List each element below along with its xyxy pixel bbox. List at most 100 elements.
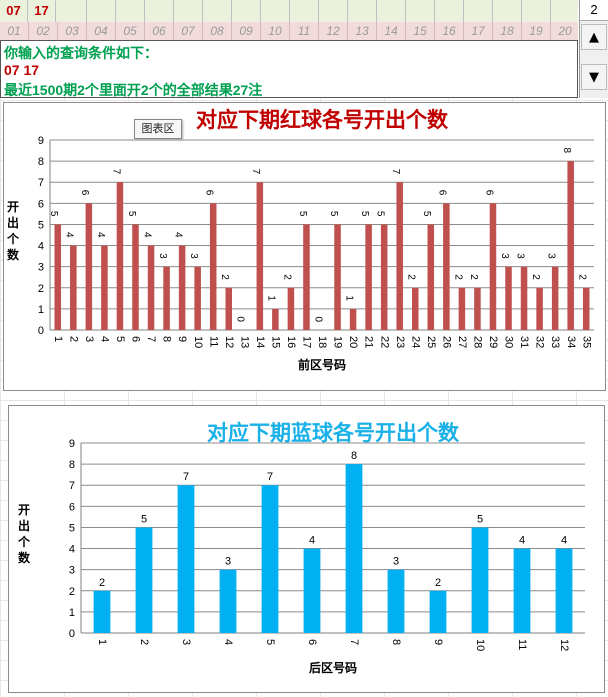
data-label: 5 [421,211,432,217]
header-number-cell: 03 [58,22,87,40]
selection-cell[interactable] [290,0,319,22]
selection-cell[interactable] [464,0,493,22]
bar [427,224,435,330]
x-tick-label: 18 [316,336,328,348]
data-label: 3 [393,556,399,568]
bar [555,548,573,633]
header-number-cell: 08 [203,22,232,40]
header-number-cell: 14 [377,22,406,40]
y-axis-label-char: 出 [7,215,19,230]
bar [261,485,279,633]
x-tick-label: 35 [580,336,592,348]
x-tick-label: 7 [145,336,157,342]
selection-cell[interactable] [261,0,290,22]
data-label: 3 [188,253,199,259]
header-number-cell: 07 [174,22,203,40]
selection-cell[interactable] [435,0,464,22]
bar [54,224,62,330]
bar [489,203,497,330]
y-tick-label: 1 [69,607,75,619]
y-tick-label: 1 [38,304,44,316]
scroll-down-button[interactable]: ▼ [581,64,607,90]
selection-cell[interactable] [348,0,377,22]
data-label: 5 [48,211,59,217]
x-tick-label: 1 [96,639,108,645]
data-label: 4 [141,232,152,238]
bar [458,287,466,330]
data-label: 7 [250,169,261,175]
data-label: 3 [514,253,525,259]
spin-scrollbar[interactable]: 2 ▲ ▼ [579,0,608,98]
data-label: 6 [483,190,494,196]
x-tick-label: 17 [301,336,313,348]
x-tick-label: 9 [176,336,188,342]
x-tick-label: 9 [432,639,444,645]
scroll-up-button[interactable]: ▲ [581,24,607,50]
selection-cell[interactable] [174,0,203,22]
red-ball-chart-area[interactable]: 对应下期红球各号开出个数 0 1 2 3 4 5 6 7 8 9 开出个数 5 1 4 2 6 3 4 4 7 5 5 6 4 7… [3,102,606,391]
query-prompt: 你输入的查询条件如下： [4,45,158,61]
selected-number-cell[interactable]: 07 [0,0,28,22]
bar [536,287,543,330]
bar [387,569,405,633]
data-label: 2 [281,274,292,280]
x-tick-label: 11 [207,336,219,347]
data-label: 8 [561,148,572,154]
selection-cell[interactable] [551,0,580,22]
x-tick-label: 11 [516,639,528,650]
bar [272,308,279,330]
selection-cell[interactable] [493,0,522,22]
y-tick-label: 3 [69,565,75,577]
selection-cell[interactable] [377,0,406,22]
blue-ball-chart-area[interactable]: 对应下期蓝球各号开出个数 0 1 2 3 4 5 6 7 8 9 开出个数 2 1 5 2 7 3 3 4 7 5 4 6 8 7… [8,405,605,693]
header-number-cell: 16 [435,22,464,40]
bar [225,287,233,330]
data-label: 6 [437,190,448,196]
bar [567,161,574,330]
selection-cell[interactable] [203,0,232,22]
data-label: 2 [452,274,463,280]
chart-area-tooltip: 图表区 [134,119,182,139]
bar [411,287,419,330]
selection-cell[interactable] [232,0,261,22]
data-label: 4 [561,535,567,547]
header-number-cell: 09 [232,22,261,40]
y-axis-label-char: 个 [6,231,20,246]
bar [520,266,528,330]
y-tick-label: 8 [69,459,75,471]
selection-cell[interactable] [522,0,551,22]
header-number-cell: 01 [0,22,29,40]
bar [551,266,559,330]
y-axis-label-char: 开 [7,200,19,214]
chart-title: 对应下期红球各号开出个数 [196,108,449,132]
x-tick-label: 10 [192,336,204,348]
bar [85,203,93,330]
selection-cell[interactable] [319,0,348,22]
selection-cell[interactable] [145,0,174,22]
bar [147,245,155,330]
x-axis-label: 前区号码 [298,357,346,372]
selection-cell[interactable] [87,0,116,22]
selection-cell[interactable] [58,0,87,22]
selection-cell[interactable] [406,0,435,22]
x-tick-label: 34 [565,336,577,348]
bar [443,203,450,330]
y-tick-label: 6 [69,501,75,513]
y-tick-label: 2 [69,586,75,598]
selection-cell[interactable] [116,0,145,22]
y-tick-label: 2 [38,283,44,295]
data-label: 7 [183,471,189,483]
data-label: 5 [359,211,370,217]
x-tick-label: 13 [238,336,250,348]
selected-number-cell[interactable]: 17 [28,0,56,22]
y-axis-label-char: 数 [7,247,20,262]
bar [334,224,341,330]
data-label: 4 [95,232,106,238]
bar [101,245,108,330]
bar [177,485,195,633]
data-label: 4 [309,535,315,547]
data-label: 6 [204,190,215,196]
header-number-cell: 13 [348,22,377,40]
y-axis-label-char: 开 [18,503,30,517]
x-tick-label: 21 [363,336,375,348]
